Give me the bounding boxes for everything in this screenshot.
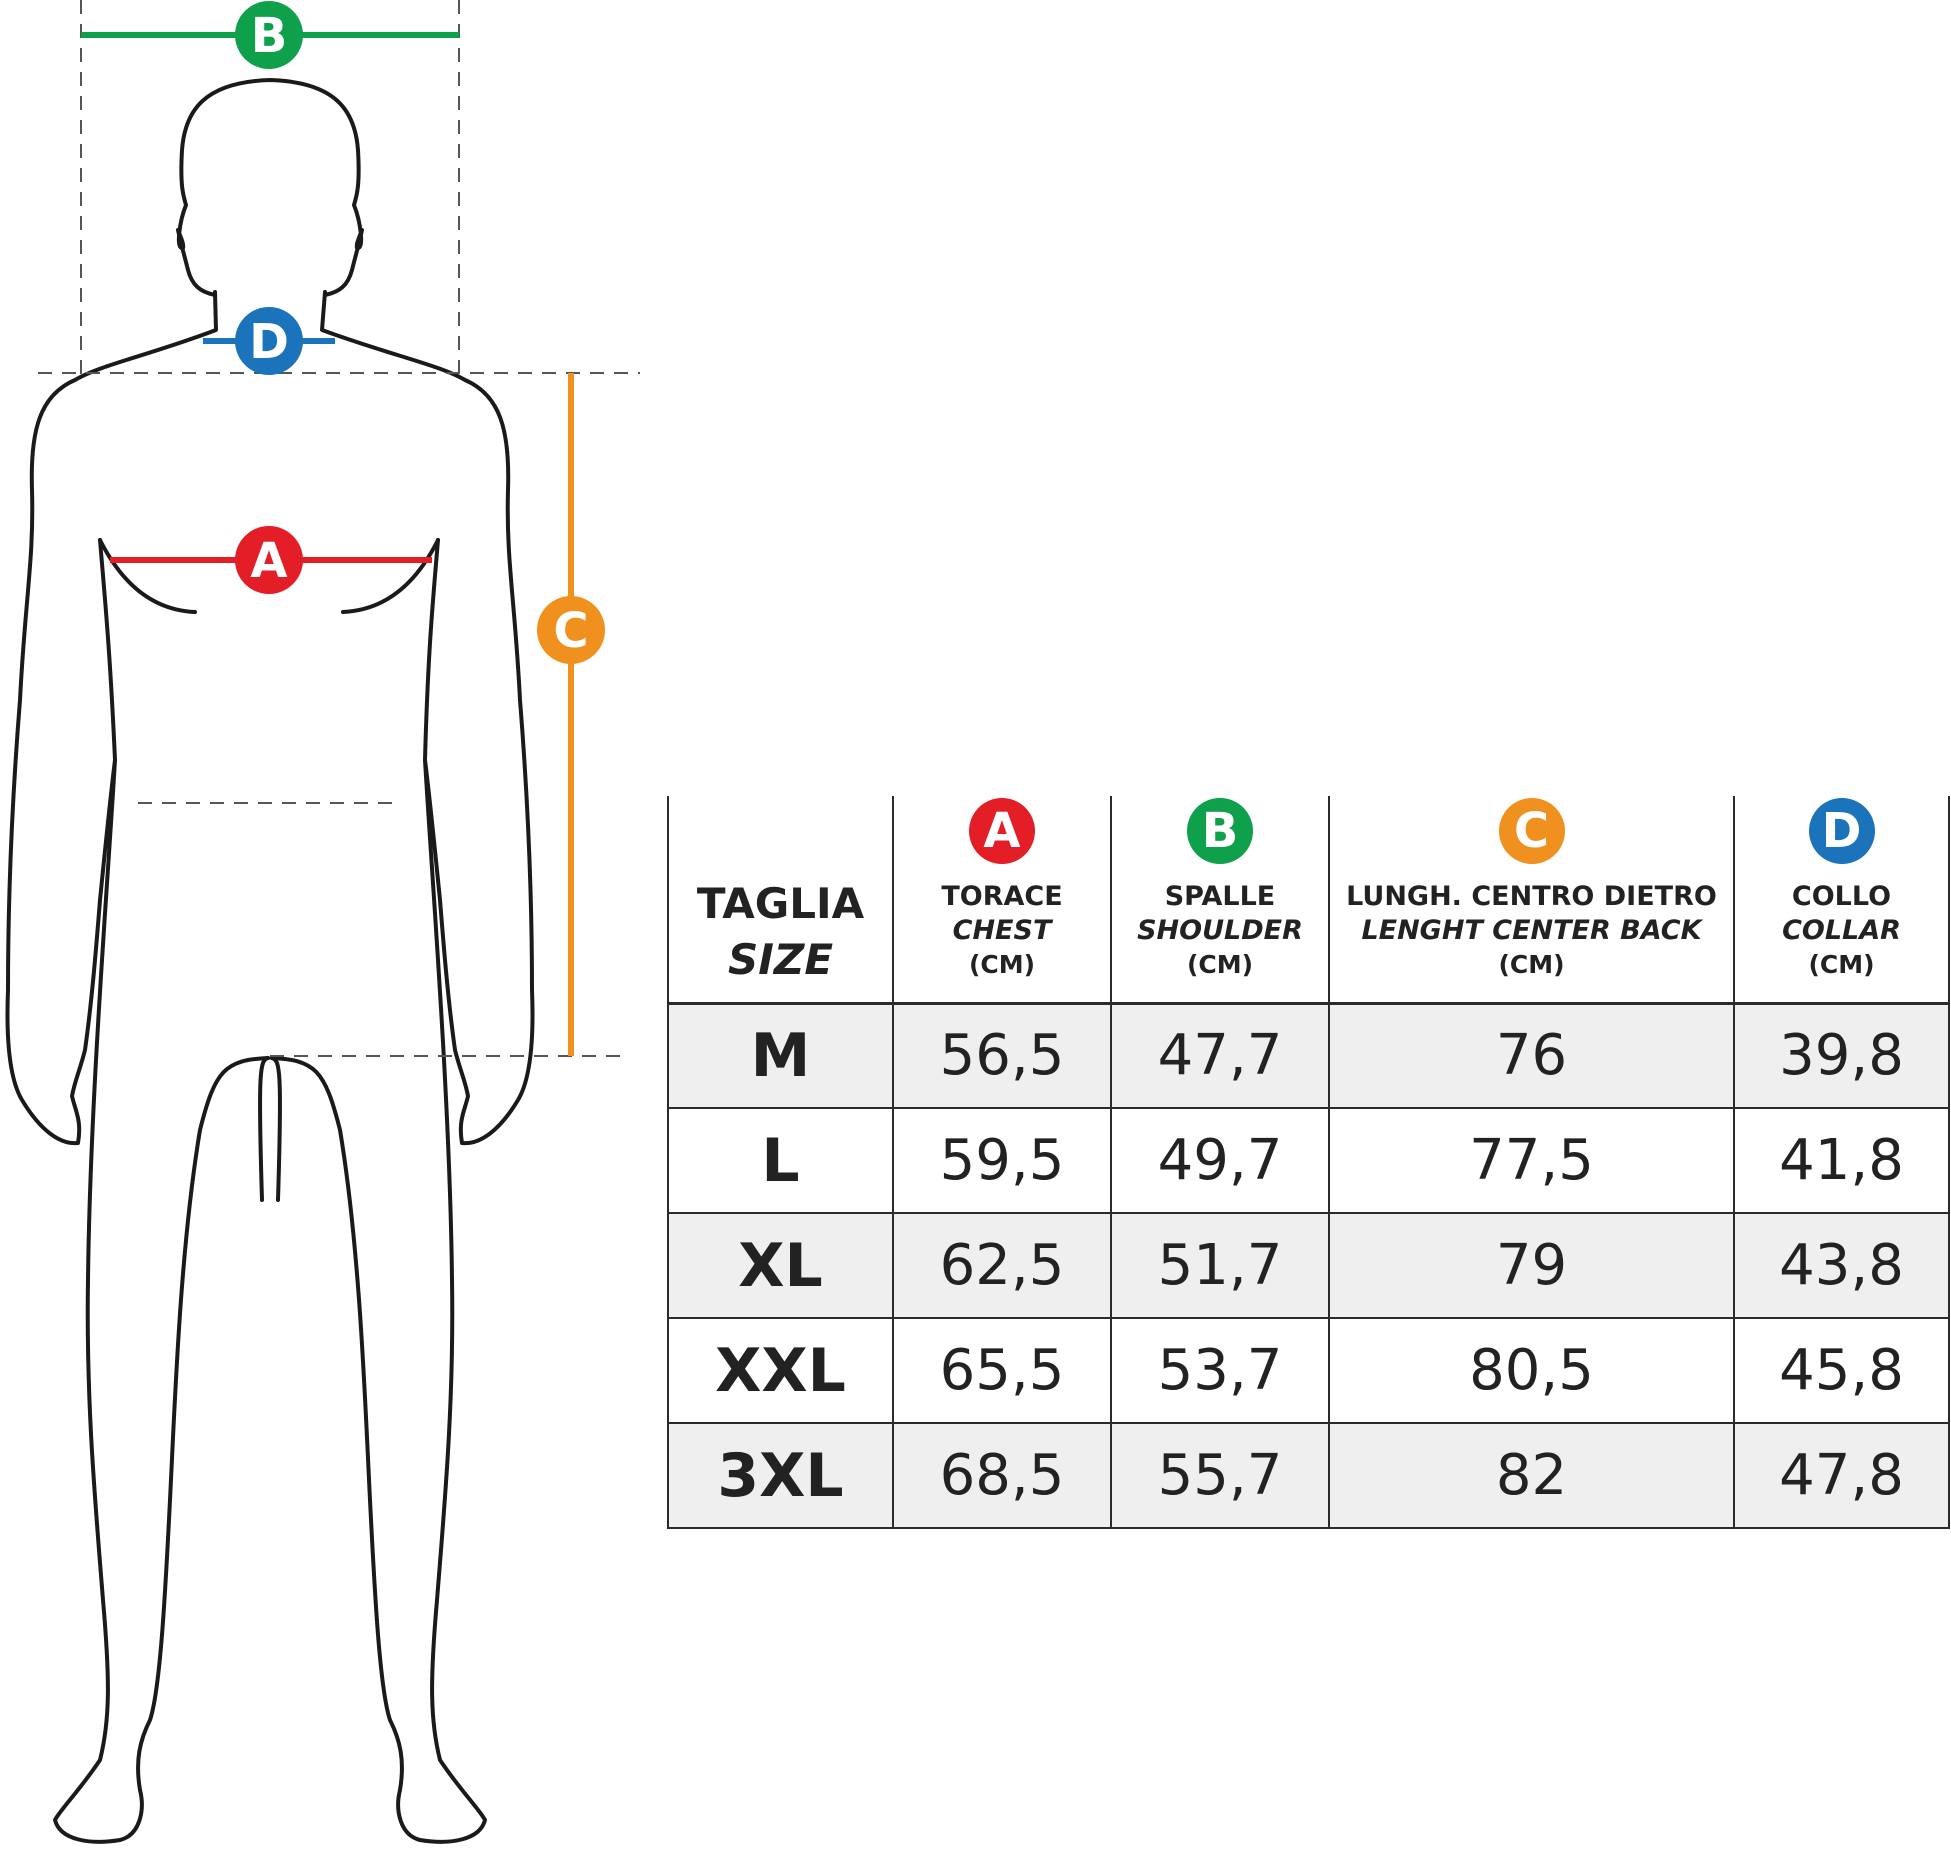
table-row: M 56,5 47,7 76 39,8: [667, 1003, 1950, 1109]
chest-header-unit: (CM): [968, 949, 1036, 979]
marker-a-badge: A: [969, 797, 1035, 864]
collar-cell: 47,8: [1733, 1423, 1950, 1529]
shoulder-cell: 47,7: [1110, 1003, 1330, 1109]
marker-a-circle: [235, 526, 303, 594]
length-header-unit: (CM): [1498, 949, 1565, 979]
marker-d-circle: [235, 307, 303, 375]
length-header-english: LENGHT CENTER BACK: [1361, 914, 1702, 946]
guide-lines: [38, 0, 640, 1057]
torso-outline-right: [270, 290, 535, 1844]
torso-outline: [5, 290, 270, 1844]
length-cell: 76: [1328, 1003, 1735, 1109]
chest-line-left: [98, 538, 197, 614]
collar-cell: 45,8: [1733, 1318, 1950, 1424]
marker-a-label: A: [250, 533, 287, 589]
shoulder-cell: 51,7: [1110, 1213, 1330, 1319]
size-chart-table: TAGLIA SIZE A TORACE CHEST (CM) B SPALLE…: [667, 796, 1950, 1529]
table-row: XXL 65,5 53,7 80,5 45,8: [667, 1318, 1950, 1424]
size-cell: M: [667, 1003, 894, 1109]
inner-legs: [258, 1056, 282, 1202]
length-cell: 80,5: [1328, 1318, 1735, 1424]
chest-cell: 56,5: [892, 1003, 1112, 1109]
size-header-italian: TAGLIA: [696, 878, 865, 928]
table-row: 3XL 68,5 55,7 82 47,8: [667, 1423, 1950, 1529]
chest-cell: 65,5: [892, 1318, 1112, 1424]
table-row: L 59,5 49,7 77,5 41,8: [667, 1108, 1950, 1214]
collar-header-english: COLLAR: [1782, 914, 1901, 946]
collar-cell: 39,8: [1733, 1003, 1950, 1109]
shoulder-cell: 55,7: [1110, 1423, 1330, 1529]
shoulder-header-unit: (CM): [1186, 949, 1254, 979]
marker-d-label: D: [249, 314, 289, 370]
marker-c-badge: C: [1498, 797, 1565, 864]
head-outline: [176, 78, 364, 297]
chest-header-english: CHEST: [952, 914, 1052, 946]
size-cell: XXL: [667, 1318, 894, 1424]
length-header-italian: LUNGH. CENTRO DIETRO: [1346, 880, 1717, 912]
size-cell: L: [667, 1108, 894, 1214]
length-cell: 82: [1328, 1423, 1735, 1529]
chest-header-italian: TORACE: [941, 880, 1063, 912]
collar-header-unit: (CM): [1808, 949, 1875, 979]
marker-b-badge: B: [1187, 797, 1253, 864]
marker-b-circle: [235, 1, 303, 69]
marker-c-label: C: [553, 603, 588, 659]
shoulder-cell: 53,7: [1110, 1318, 1330, 1424]
shoulder-column-header: B SPALLE SHOULDER (CM): [1110, 796, 1330, 1005]
collar-header-italian: COLLO: [1791, 880, 1892, 912]
body-measurement-figure: B D A C: [5, 0, 640, 1844]
shoulder-header-italian: SPALLE: [1164, 880, 1276, 912]
marker-c-circle: [537, 596, 605, 664]
size-column-header: TAGLIA SIZE: [667, 796, 894, 1005]
table-row: XL 62,5 51,7 79 43,8: [667, 1213, 1950, 1319]
marker-b-label: B: [251, 8, 288, 64]
chest-line-right: [341, 538, 440, 614]
shoulder-cell: 49,7: [1110, 1108, 1330, 1214]
size-header-english: SIZE: [727, 934, 834, 984]
chest-cell: 62,5: [892, 1213, 1112, 1319]
arm-inner-left: [98, 538, 117, 762]
table-header-row: TAGLIA SIZE A TORACE CHEST (CM) B SPALLE…: [667, 796, 1950, 1005]
marker-d-badge: D: [1808, 797, 1875, 864]
chest-cell: 68,5: [892, 1423, 1112, 1529]
size-cell: 3XL: [667, 1423, 894, 1529]
collar-column-header: D COLLO COLLAR (CM): [1733, 796, 1950, 1005]
chest-column-header: A TORACE CHEST (CM): [892, 796, 1112, 1005]
body-outline: [5, 78, 535, 1844]
shoulder-header-english: SHOULDER: [1137, 914, 1303, 946]
collar-cell: 43,8: [1733, 1213, 1950, 1319]
length-column-header: C LUNGH. CENTRO DIETRO LENGHT CENTER BAC…: [1328, 796, 1735, 1005]
size-cell: XL: [667, 1213, 894, 1319]
collar-cell: 41,8: [1733, 1108, 1950, 1214]
length-cell: 77,5: [1328, 1108, 1735, 1214]
length-cell: 79: [1328, 1213, 1735, 1319]
chest-cell: 59,5: [892, 1108, 1112, 1214]
arm-inner-right: [423, 538, 440, 762]
